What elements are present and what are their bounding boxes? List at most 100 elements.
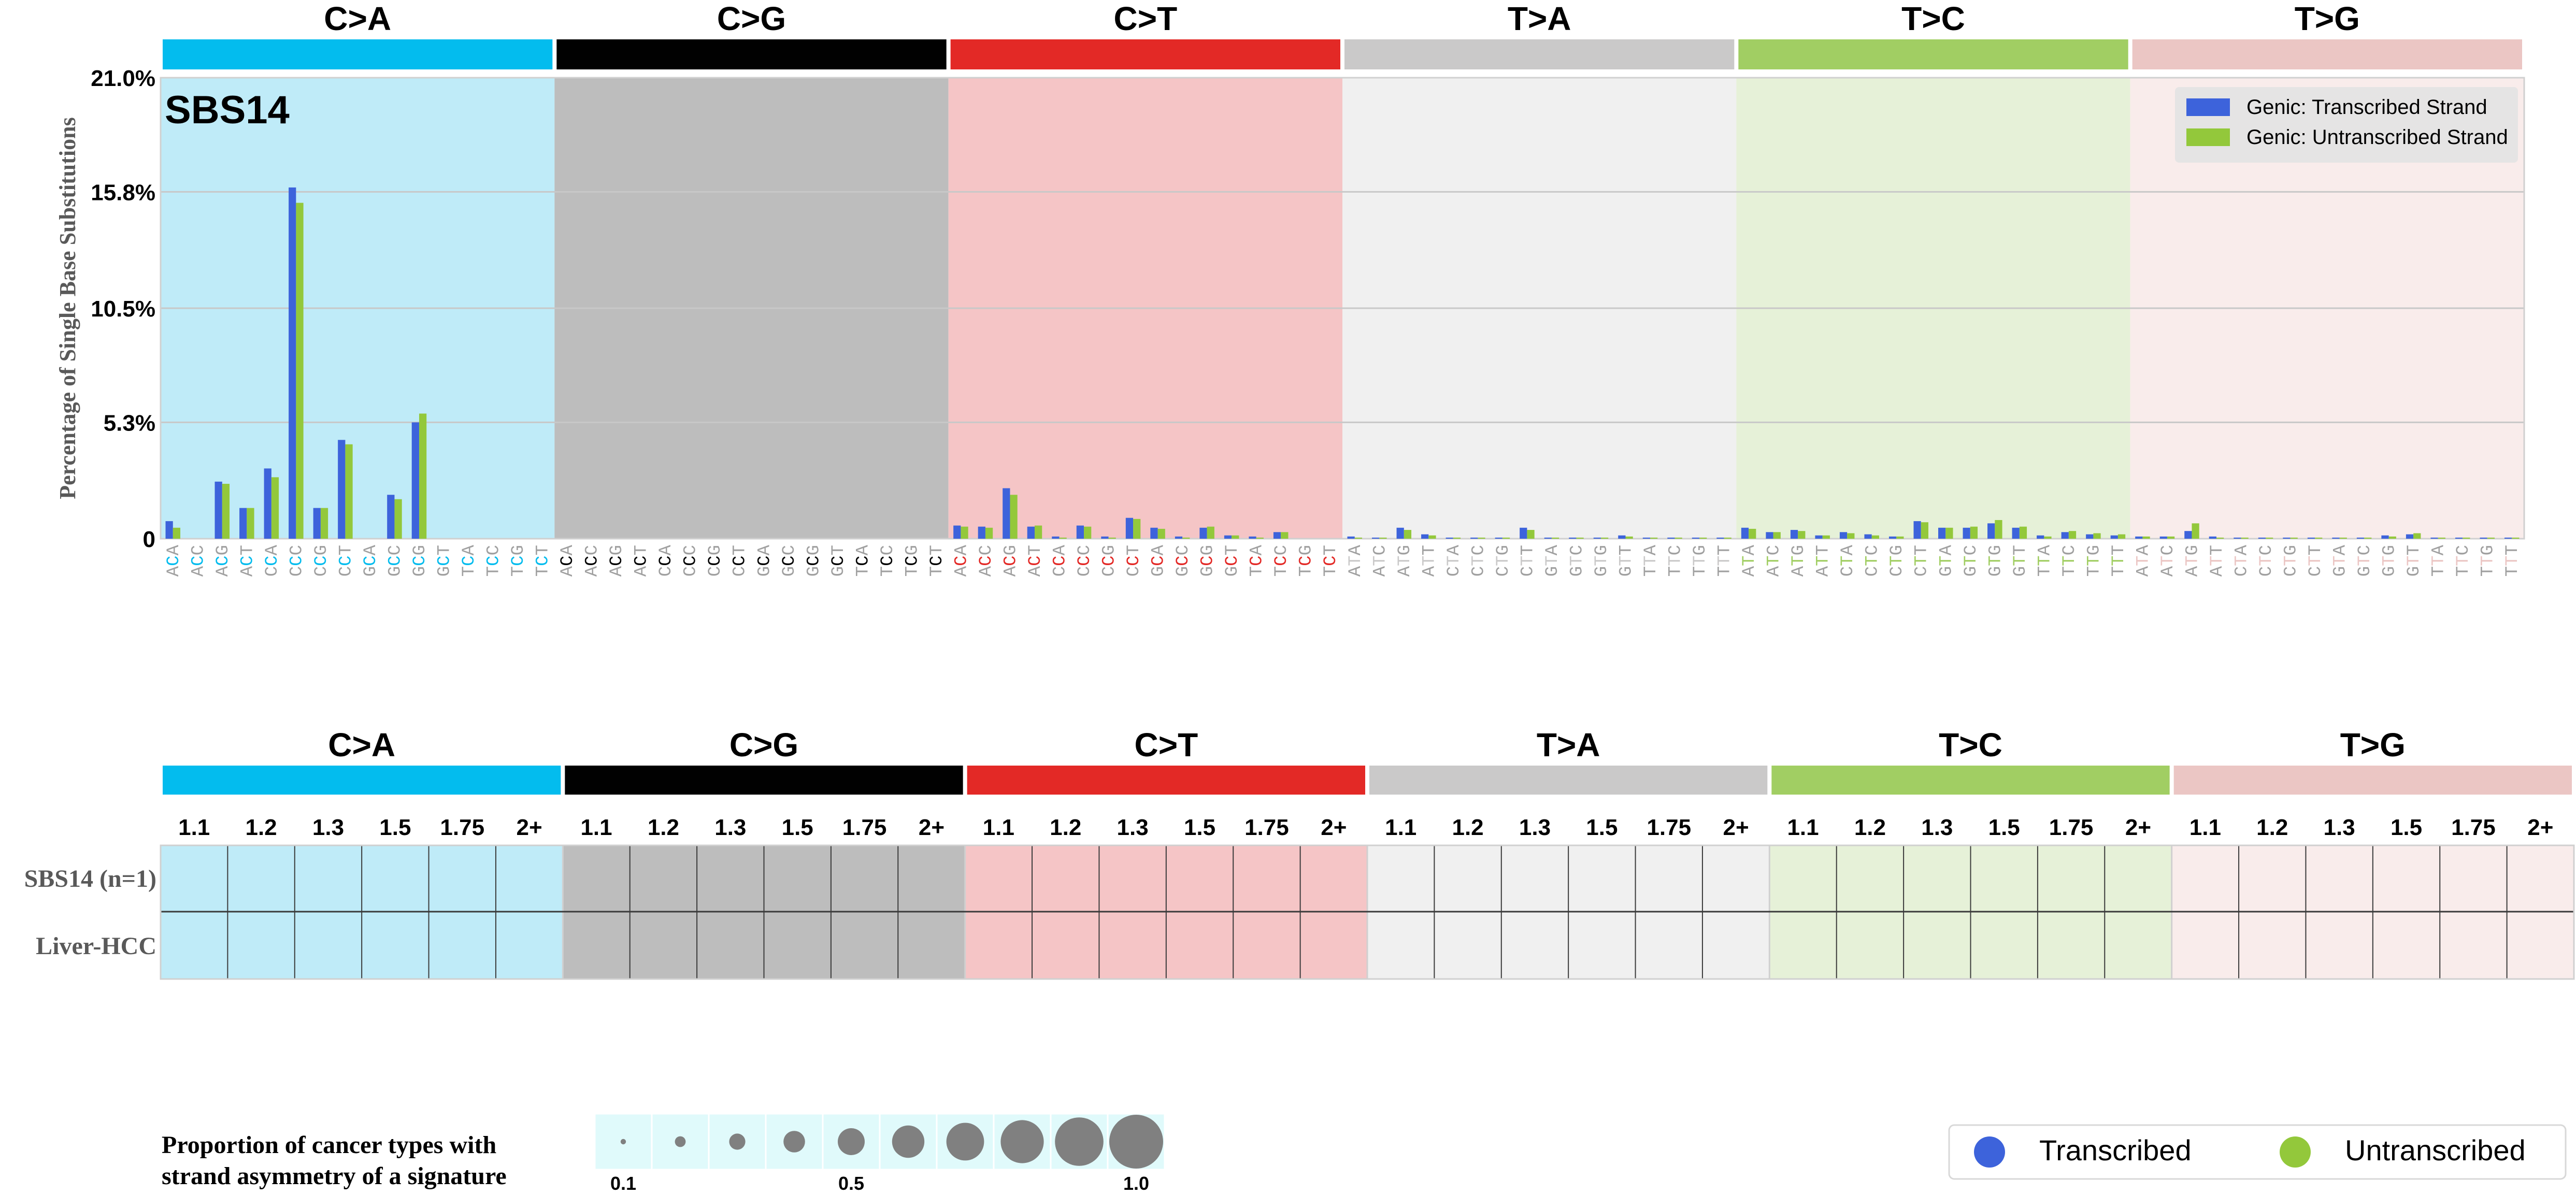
x-tick-label: TTT [2503, 545, 2523, 577]
bar-transcribed [1199, 527, 1207, 539]
bar-untranscribed [1847, 533, 1855, 539]
heatmap-column-label: 1.5 [1586, 815, 1618, 840]
bar-untranscribed [1675, 537, 1682, 539]
bar-transcribed [2061, 532, 2069, 539]
bar-transcribed [1273, 532, 1281, 539]
bar-untranscribed [2388, 536, 2396, 539]
y-tick-label: 5.3% [104, 410, 155, 436]
x-tick-label: TTA [2035, 544, 2055, 577]
bar-untranscribed [1896, 536, 1904, 539]
bar-transcribed [1125, 517, 1134, 539]
x-tick-label: GTC [2355, 545, 2375, 577]
x-tick-label: ACG [1001, 545, 1021, 577]
bar-untranscribed [2192, 523, 2199, 539]
mutation-type-label: C>A [328, 726, 395, 764]
bar-transcribed [2012, 527, 2020, 539]
bar-untranscribed [2487, 537, 2495, 539]
x-tick-label: ATG [2183, 545, 2202, 577]
signature-title: SBS14 [165, 88, 290, 132]
bar-untranscribed [1453, 537, 1461, 539]
heatmap-column-label: 1.5 [1184, 815, 1215, 840]
y-tick-label: 21.0% [91, 66, 155, 91]
bar-untranscribed [1625, 536, 1633, 539]
x-tick-label: TCG [1297, 545, 1316, 577]
bar-transcribed [1150, 527, 1158, 539]
bar-untranscribed [1108, 537, 1116, 539]
mutation-type-bar [1369, 766, 1768, 795]
x-tick-label: ACC [977, 545, 996, 577]
x-tick-label: ATA [1740, 544, 1759, 577]
x-tick-label: TTC [2060, 545, 2080, 577]
heatmap-column-label: 1.3 [714, 815, 746, 840]
bar-untranscribed [1724, 537, 1731, 539]
heatmap-column-label: 1.3 [1921, 815, 1953, 840]
bar-untranscribed [2512, 537, 2520, 539]
heatmap-frame [160, 844, 2575, 980]
mutation-type-bar [967, 766, 1365, 795]
x-tick-label: GTA [1543, 544, 1563, 577]
bar-untranscribed [2290, 537, 2298, 539]
scale-bubble [729, 1133, 746, 1150]
x-tick-label: GTT [2011, 545, 2030, 577]
heatmap-column-label: 1.75 [842, 815, 887, 840]
mutation-type-label: T>A [1508, 0, 1571, 37]
bar-untranscribed [419, 413, 427, 539]
bar-untranscribed [296, 203, 304, 539]
bar-untranscribed [1600, 537, 1609, 539]
x-tick-label: CTG [1494, 545, 1513, 577]
bar-transcribed [1815, 535, 1823, 539]
mutation-type-bar [950, 39, 1340, 69]
bar-transcribed [2332, 537, 2340, 539]
bar-transcribed [239, 508, 247, 539]
heatmap-column-label: 1.1 [580, 815, 612, 840]
heatmap-column-label: 1.2 [2256, 815, 2288, 840]
x-tick-label: ACA [558, 544, 578, 577]
bar-untranscribed [1428, 535, 1436, 539]
scale-bubble [838, 1128, 865, 1155]
chart-legend-box [2175, 87, 2518, 163]
heatmap-column-label: 1.1 [1787, 815, 1819, 840]
bar-untranscribed [247, 508, 254, 539]
heatmap-column-label: 1.75 [2049, 815, 2094, 840]
x-tick-label: CTT [2306, 545, 2326, 577]
bar-transcribed [2110, 535, 2118, 539]
bar-transcribed [289, 187, 296, 539]
x-tick-label: TTT [1715, 545, 1735, 577]
heatmap-column-label: 1.75 [1244, 815, 1289, 840]
x-tick-label: GCG [804, 545, 824, 577]
bar-transcribed [411, 422, 419, 539]
x-tick-label: CCA [1051, 544, 1070, 577]
x-tick-label: TCC [878, 545, 898, 577]
x-tick-label: TTA [2429, 544, 2449, 577]
bar-untranscribed [2266, 537, 2273, 539]
y-tick-label: 15.8% [91, 180, 155, 205]
heatmap-column-label: 1.3 [1117, 815, 1149, 840]
bar-transcribed [1741, 527, 1749, 539]
scale-bubble [1000, 1120, 1044, 1163]
strand-legend-box [1948, 1124, 2567, 1180]
bar-transcribed [1520, 527, 1527, 539]
x-tick-label: ACT [1026, 545, 1046, 577]
heatmap-column-label: 1.1 [2189, 815, 2221, 840]
x-tick-label: CCG [312, 545, 332, 577]
x-tick-label: GCC [385, 545, 405, 577]
bar-untranscribed [1773, 532, 1781, 539]
x-tick-label: GCT [1223, 545, 1242, 577]
x-tick-label: GCA [361, 544, 381, 577]
bar-untranscribed [1182, 537, 1190, 539]
x-tick-label: CCC [681, 545, 701, 577]
bar-untranscribed [173, 527, 181, 539]
scale-bubble [1055, 1117, 1104, 1166]
bar-transcribed [1864, 534, 1872, 539]
x-tick-label: CTG [1887, 545, 1907, 577]
x-tick-label: GCC [1173, 545, 1193, 577]
plot-frame [160, 77, 2525, 540]
mutation-type-label: T>G [2295, 0, 2360, 37]
heatmap-column-label: 1.3 [2324, 815, 2355, 840]
scale-legend-title: strand asymmetry of a signature [162, 1162, 507, 1190]
proportion-scale-legend: Proportion of cancer types with strand as… [162, 1113, 1166, 1194]
bar-transcribed [1839, 532, 1848, 539]
bar-transcribed [2455, 537, 2463, 539]
bar-transcribed [1938, 527, 1946, 539]
heatmap-column-label: 1.1 [178, 815, 210, 840]
